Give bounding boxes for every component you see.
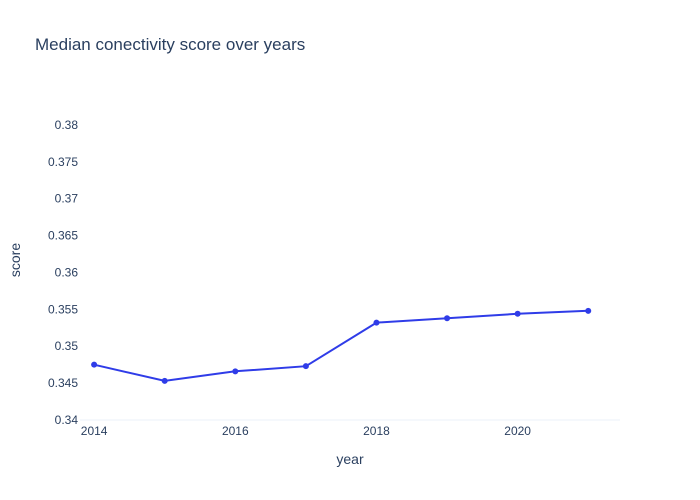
y-axis-title: score bbox=[7, 243, 23, 277]
data-point bbox=[444, 315, 451, 322]
series-line bbox=[93, 309, 589, 382]
y-tick-label: 0.34 bbox=[55, 413, 79, 427]
x-axis-title: year bbox=[336, 451, 364, 467]
data-point bbox=[585, 307, 592, 314]
y-tick-label: 0.355 bbox=[48, 302, 78, 316]
y-tick-label: 0.35 bbox=[55, 339, 79, 353]
y-tick-label: 0.365 bbox=[48, 229, 78, 243]
y-tick-label: 0.38 bbox=[55, 118, 79, 132]
data-point bbox=[302, 363, 309, 370]
data-point bbox=[232, 368, 239, 375]
data-point bbox=[91, 361, 98, 368]
x-tick-label: 2014 bbox=[81, 424, 108, 438]
x-tick-label: 2016 bbox=[222, 424, 249, 438]
data-point bbox=[161, 377, 168, 384]
series-points bbox=[91, 307, 592, 384]
y-axis-ticks: 0.34 0.345 0.35 0.355 0.36 0.365 0.37 0.375 0.38 bbox=[48, 118, 78, 427]
x-tick-label: 2018 bbox=[363, 424, 390, 438]
y-tick-label: 0.375 bbox=[48, 155, 78, 169]
chart-title: Median conectivity score over years bbox=[35, 35, 305, 54]
data-point bbox=[514, 310, 521, 317]
data-point bbox=[373, 319, 380, 326]
x-axis-ticks: 2014 2016 2018 2020 bbox=[81, 424, 532, 438]
y-tick-label: 0.36 bbox=[55, 265, 79, 279]
y-tick-label: 0.37 bbox=[55, 192, 79, 206]
x-tick-label: 2020 bbox=[504, 424, 531, 438]
y-tick-label: 0.345 bbox=[48, 376, 78, 390]
